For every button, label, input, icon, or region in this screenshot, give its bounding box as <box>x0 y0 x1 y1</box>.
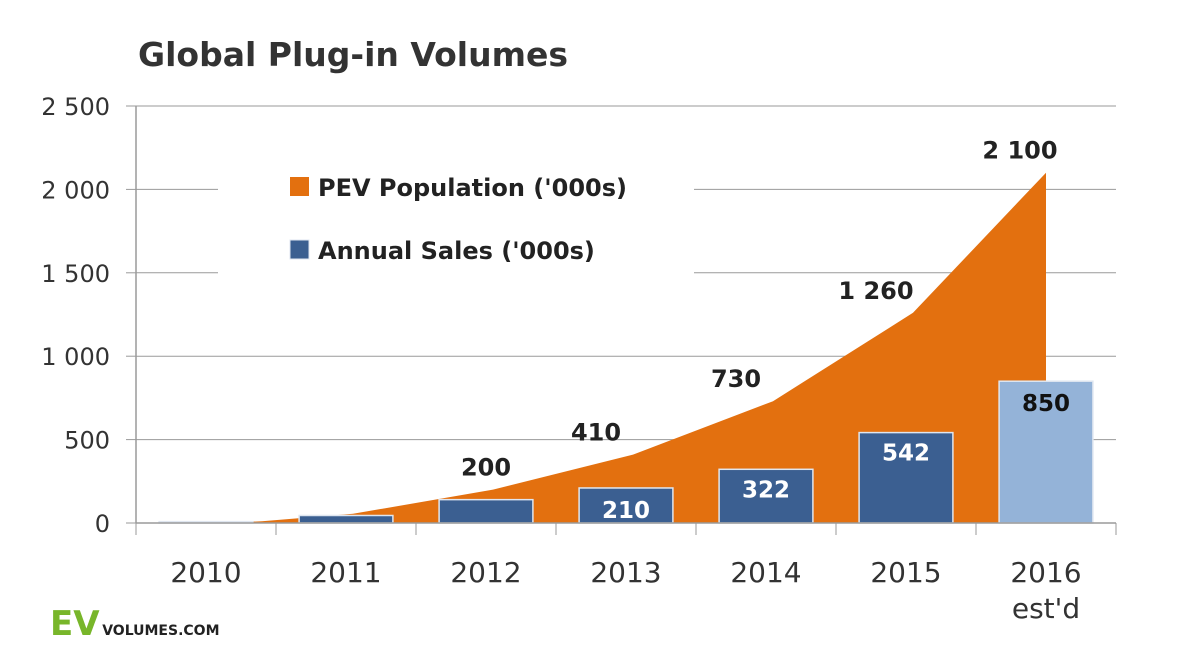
sales-data-label: 542 <box>882 441 930 467</box>
x-tick-label: 2010 <box>170 556 241 589</box>
chart-title: Global Plug-in Volumes <box>138 35 568 74</box>
sales-bar-2011 <box>298 514 394 524</box>
legend-label-pev: PEV Population ('000s) <box>318 174 627 202</box>
ev-volumes-logo: EV VOLUMES.COM <box>50 604 220 644</box>
sales-bar-2012 <box>438 498 534 524</box>
logo-volumes-text: VOLUMES.COM <box>102 623 219 639</box>
y-tick-label: 2 000 <box>41 176 110 204</box>
pev-data-label: 1 260 <box>838 277 913 305</box>
pev-data-label: 2 100 <box>982 137 1057 165</box>
y-tick-label: 1 500 <box>41 260 110 288</box>
legend: PEV Population ('000s) Annual Sales ('000… <box>218 160 694 280</box>
sales-bar-2014 <box>718 468 814 524</box>
data-labels: 200 410 730 1 260 2 100 210 322 542 850 <box>461 137 1070 524</box>
x-tick-sublabel: est'd <box>1012 592 1080 625</box>
y-tick-label: 1 000 <box>41 343 110 371</box>
pev-data-label: 200 <box>461 454 511 482</box>
x-tick-label: 2011 <box>310 556 381 589</box>
sales-bar-2015 <box>858 431 954 524</box>
x-tick-label: 2016 <box>1010 556 1081 589</box>
pev-data-label: 410 <box>571 419 621 447</box>
pev-population-series <box>213 172 1046 523</box>
logo-ev-text: EV <box>50 604 100 644</box>
x-tick-label: 2015 <box>870 556 941 589</box>
annual-sales-bars <box>158 380 1094 524</box>
sales-data-label: 322 <box>742 477 790 503</box>
pev-data-label: 730 <box>711 365 761 393</box>
sales-data-label: 850 <box>1022 391 1070 417</box>
x-tick-label: 2013 <box>590 556 661 589</box>
y-tick-label: 2 500 <box>41 93 110 121</box>
sales-data-label: 210 <box>602 498 650 524</box>
legend-swatch-pev <box>290 177 309 196</box>
x-tick-label: 2012 <box>450 556 521 589</box>
x-tick-label: 2014 <box>730 556 801 589</box>
legend-label-sales: Annual Sales ('000s) <box>318 237 595 265</box>
y-tick-label: 0 <box>95 510 110 538</box>
legend-swatch-sales <box>289 239 310 260</box>
sales-bar-2016 <box>998 380 1094 524</box>
sales-bar-2013 <box>578 487 674 524</box>
pev-population-area <box>213 172 1046 523</box>
y-tick-label: 500 <box>64 427 110 455</box>
